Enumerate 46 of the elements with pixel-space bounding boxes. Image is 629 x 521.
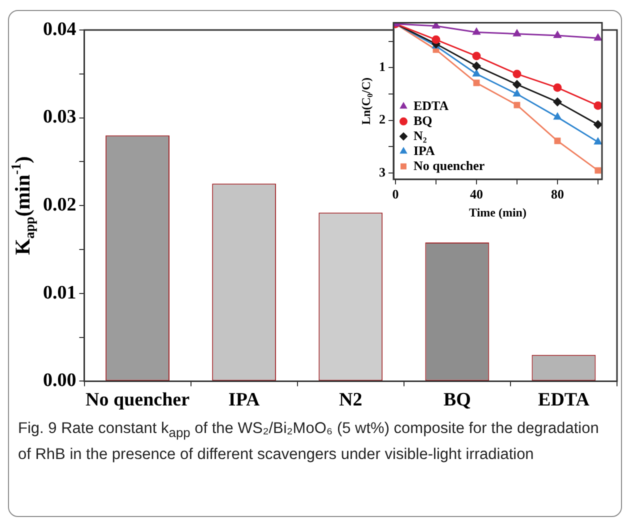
legend-label: BQ	[414, 112, 432, 128]
x-tick-label: 40	[470, 186, 483, 202]
point	[594, 120, 602, 129]
y-axis-title: Kapp(min-1)	[8, 156, 38, 255]
y-tick-label: 0.01	[43, 282, 76, 304]
point	[554, 31, 562, 38]
point	[473, 80, 480, 86]
point	[554, 112, 562, 120]
x-tick-label: EDTA	[538, 390, 590, 411]
point	[553, 83, 562, 92]
y-tick-label: 0.03	[43, 106, 76, 128]
point	[594, 101, 602, 110]
point	[594, 167, 602, 174]
x-tick-label: 0	[392, 186, 399, 202]
x-tick-label: BQ	[443, 390, 471, 411]
point	[513, 30, 521, 36]
legend-label: IPA	[414, 142, 436, 158]
y-tick-label: 0.04	[43, 18, 77, 40]
x-tick-label: IPA	[228, 390, 260, 411]
y-tick-label: 0.02	[43, 194, 76, 216]
x-tick-label: 80	[550, 186, 564, 202]
point	[554, 138, 561, 144]
y-tick-label: 3	[379, 164, 386, 180]
point	[432, 22, 440, 28]
y-tick-label: 1	[379, 58, 386, 74]
point	[512, 70, 522, 78]
point	[472, 28, 480, 35]
x-axis-title: Time (min)	[469, 205, 526, 220]
y-tick-label: 0.00	[43, 370, 76, 392]
y-tick-label: 2	[379, 112, 386, 127]
x-tick-label: No quencher	[86, 390, 190, 411]
legend-label: N₂	[414, 128, 427, 143]
caption: Fig. 9 Rate constant k$_{app}$ of the WS₂/Bi₂MoO₆ (5 wt%) composite for the degradation of RhB in the presence of different scavengers under visible-light irradiation	[18, 419, 600, 466]
point	[594, 138, 602, 144]
legend-label: EDTA	[414, 98, 450, 113]
point	[514, 102, 520, 108]
x-tick-label: N2	[339, 390, 362, 411]
point	[594, 34, 602, 41]
legend-label: No quencher	[414, 158, 485, 173]
point	[432, 35, 440, 44]
point	[513, 90, 521, 96]
point	[553, 98, 562, 106]
point	[472, 70, 480, 76]
point	[512, 80, 522, 89]
point	[472, 62, 481, 70]
point	[472, 52, 481, 60]
